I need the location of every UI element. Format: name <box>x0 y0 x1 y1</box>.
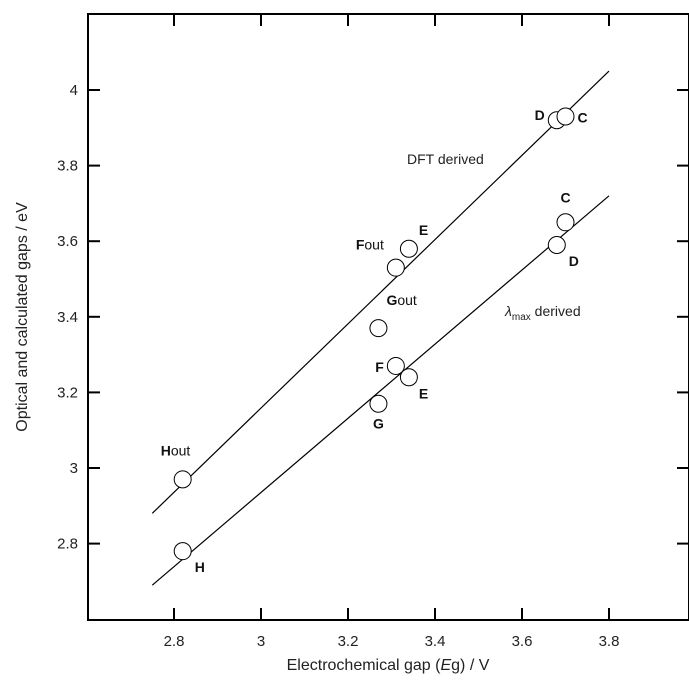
point-label-letter: E <box>419 385 428 401</box>
point-label-letter: D <box>535 107 545 123</box>
series-label-lambda: λmax derived <box>504 303 581 323</box>
data-point-dft-e <box>399 239 418 258</box>
data-point-dft-g <box>369 319 388 338</box>
point-label-letter: G <box>373 416 384 432</box>
point-label: E <box>419 385 428 401</box>
x-tick-label: 3.4 <box>425 633 446 650</box>
data-point-lambda-c <box>556 213 575 232</box>
y-axis-ticks: 2.8 3 3.2 3.4 3.6 3.8 4 <box>57 82 689 553</box>
x-axis-title-post: g) / V <box>451 657 490 674</box>
point-label-letter: C <box>578 109 588 125</box>
point-label-letter: H <box>161 442 171 458</box>
data-point-dft-h <box>173 470 192 489</box>
x-tick-label: 3.6 <box>512 633 533 650</box>
point-label: Hout <box>161 442 191 458</box>
fit-line-lambda <box>151 195 610 586</box>
x-axis-ticks: 2.8 3 3.2 3.4 3.6 3.8 <box>164 14 620 650</box>
series-label-dft: DFT derived <box>407 151 484 167</box>
y-axis-title: Optical and calculated gaps / eV <box>14 202 31 432</box>
fit-lines <box>151 70 610 586</box>
point-label: D <box>569 253 579 269</box>
point-label: F <box>375 359 384 375</box>
point-label: Fout <box>356 237 384 253</box>
point-label-suffix: out <box>397 292 417 308</box>
x-tick-label: 3.2 <box>338 633 359 650</box>
x-axis-title: Electrochemical gap (Eg) / V <box>287 657 490 674</box>
x-tick-label: 2.8 <box>164 633 185 650</box>
data-point-lambda-f <box>386 356 405 375</box>
point-label-suffix: out <box>364 237 384 253</box>
point-label: D <box>535 107 545 123</box>
y-tick-label: 3 <box>70 460 78 477</box>
point-label: E <box>419 222 428 238</box>
data-point-dft-c <box>556 107 575 126</box>
y-tick-label: 3.6 <box>57 233 78 250</box>
point-label-letter: D <box>569 253 579 269</box>
point-label-letter: E <box>419 222 428 238</box>
x-tick-label: 3 <box>257 633 265 650</box>
point-label: G <box>373 416 384 432</box>
plot-frame <box>87 13 689 621</box>
data-points <box>173 107 575 561</box>
point-label: C <box>560 189 570 205</box>
point-label-letter: G <box>386 292 397 308</box>
y-tick-label: 3.2 <box>57 384 78 401</box>
point-label-letter: F <box>375 359 384 375</box>
data-point-lambda-e <box>399 368 418 387</box>
data-point-lambda-g <box>369 394 388 413</box>
point-label: H <box>195 559 205 575</box>
point-label: Gout <box>386 292 416 308</box>
data-point-dft-f <box>386 258 405 277</box>
point-label-letter: C <box>560 189 570 205</box>
y-tick-label: 4 <box>70 82 78 99</box>
lambda-subscript: max <box>512 312 531 323</box>
fit-line-dft <box>151 70 610 514</box>
data-point-lambda-h <box>173 542 192 561</box>
point-label: C <box>578 109 588 125</box>
lambda-symbol: λ <box>504 303 512 319</box>
point-label-letter: F <box>356 237 365 253</box>
x-tick-label: 3.8 <box>599 633 620 650</box>
x-axis-title-italic: E <box>440 657 451 674</box>
y-tick-label: 2.8 <box>57 536 78 553</box>
lambda-suffix: derived <box>531 303 581 319</box>
x-axis-title-pre: Electrochemical gap ( <box>287 657 442 674</box>
y-tick-label: 3.4 <box>57 309 78 326</box>
point-label-letter: H <box>195 559 205 575</box>
data-point-lambda-d <box>547 235 566 254</box>
y-tick-label: 3.8 <box>57 158 78 175</box>
point-label-suffix: out <box>171 442 191 458</box>
